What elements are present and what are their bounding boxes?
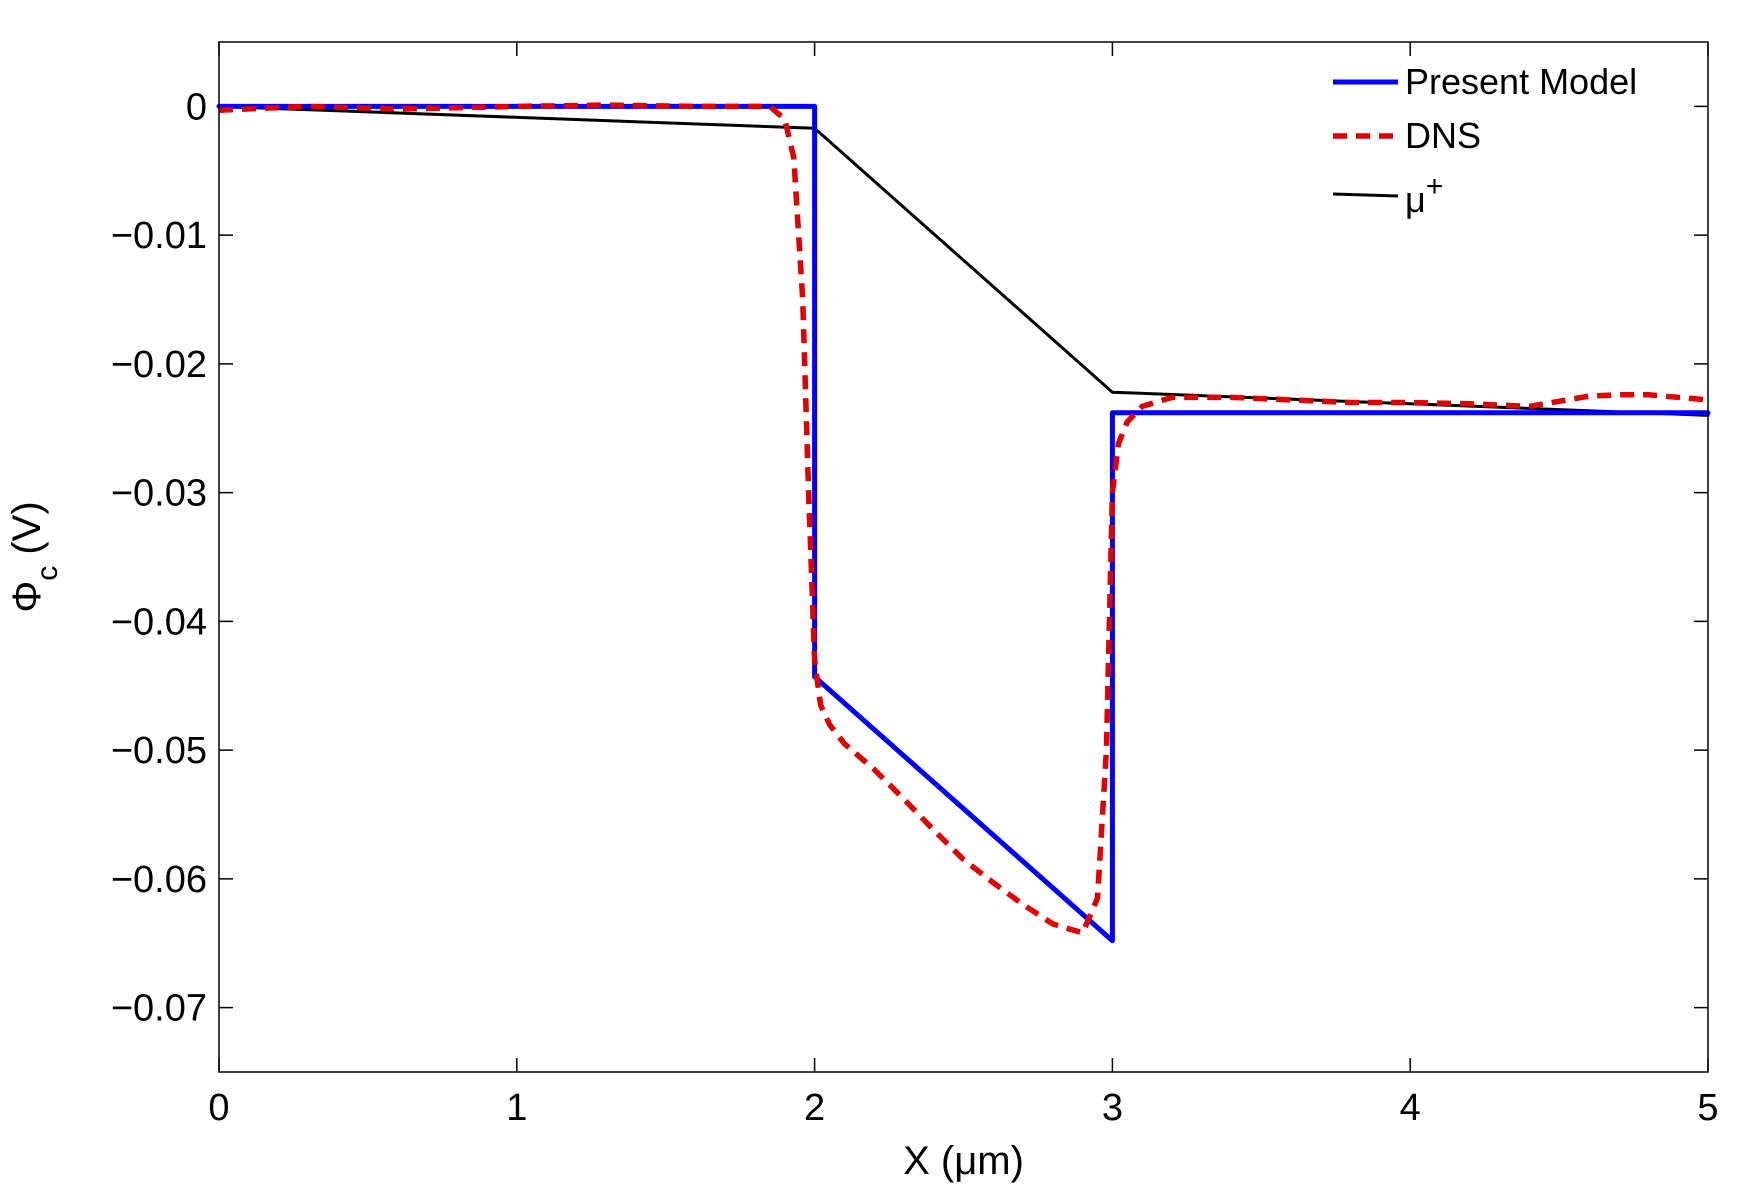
y-tick-label: −0.05	[111, 730, 207, 772]
y-axis-label: Φc (V)	[5, 501, 64, 612]
x-tick-label: 0	[208, 1087, 229, 1129]
y-axis-subscript: c	[31, 566, 64, 581]
y-tick-label: −0.04	[111, 601, 207, 643]
tick-labels: 0 1 2 3 4 5 0 −0.01 −0.02 −0.03 −0.04 −0.05 −0.06 −0.…	[111, 86, 1719, 1129]
plot-area	[219, 42, 1708, 1072]
plot-frame	[218, 41, 1709, 1073]
legend-label-mu-plus: μ+	[1405, 170, 1443, 221]
legend-label-dns: DNS	[1405, 115, 1481, 156]
x-tick-label: 3	[1102, 1087, 1123, 1129]
x-tick-label: 2	[804, 1087, 825, 1129]
series-line-	[217, 104, 1710, 417]
series-line-dns	[218, 102, 1709, 936]
x-tick-label: 1	[506, 1087, 527, 1129]
y-tick-label: −0.02	[111, 344, 207, 386]
y-tick-label: 0	[186, 86, 207, 128]
x-tick-label: 4	[1400, 1087, 1421, 1129]
legend-label-present-model: Present Model	[1405, 61, 1637, 102]
legend-mu-superscript: +	[1426, 170, 1444, 203]
y-axis-symbol: Φ	[5, 581, 49, 613]
x-tick-label: 5	[1697, 1087, 1718, 1129]
x-axis-label: X (μm)	[903, 1139, 1024, 1183]
y-tick-label: −0.07	[111, 988, 207, 1030]
legend: Present Model DNS μ+	[1332, 61, 1637, 221]
y-tick-label: −0.03	[111, 473, 207, 515]
legend-swatch-mu-plus	[1332, 192, 1399, 198]
y-tick-label: −0.01	[111, 215, 207, 257]
y-axis-unit: (V)	[5, 501, 49, 565]
series-layer	[216, 102, 1711, 944]
legend-mu-symbol: μ	[1405, 179, 1426, 220]
y-tick-label: −0.06	[111, 859, 207, 901]
